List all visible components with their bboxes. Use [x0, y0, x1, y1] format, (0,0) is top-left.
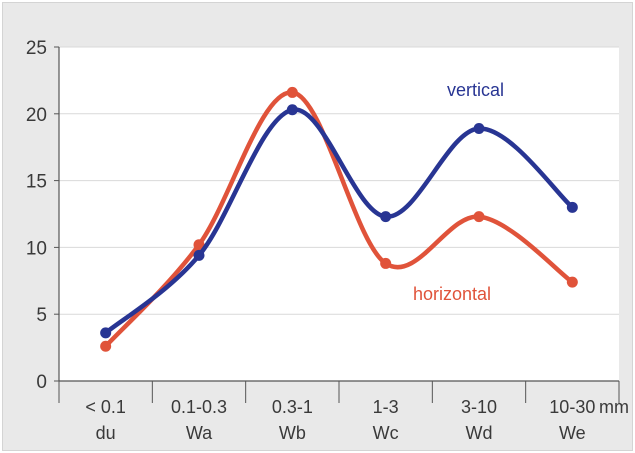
x-tick-label-top-4: 3-10	[461, 397, 497, 417]
x-axis-unit-label: mm	[599, 397, 629, 417]
x-tick-label-bottom-1: Wa	[186, 423, 213, 443]
gridlines	[59, 46, 619, 315]
y-tick-label-15: 15	[26, 172, 47, 193]
series-label-horizontal: horizontal	[413, 284, 491, 304]
x-tick-label-bottom-5: We	[559, 423, 586, 443]
y-tick-label-25: 25	[26, 38, 47, 59]
point-vertical-1	[193, 249, 205, 261]
y-tick-label-5: 5	[36, 305, 47, 326]
point-vertical-2	[286, 104, 298, 116]
x-tick-label-bottom-4: Wd	[466, 423, 493, 443]
x-tick-label-bottom-3: Wc	[373, 423, 399, 443]
x-tick-label-top-1: 0.1-0.3	[171, 397, 227, 417]
x-tick-label-bottom-0: du	[96, 423, 116, 443]
series-label-vertical: vertical	[447, 80, 504, 100]
point-vertical-0	[100, 327, 112, 339]
point-vertical-5	[566, 201, 578, 213]
series-group	[100, 86, 578, 352]
y-tick-label-0: 0	[36, 372, 47, 393]
point-vertical-4	[473, 122, 485, 134]
point-horizontal-1	[193, 239, 205, 251]
x-tick-label-top-5: 10-30	[549, 397, 595, 417]
point-horizontal-5	[566, 276, 578, 288]
point-horizontal-0	[100, 340, 112, 352]
x-axis-ticks: < 0.1 du 0.1-0.3 Wa 0.3-1 Wb 1-3 Wc 3-10 Wd 10-30 W…	[58, 381, 620, 443]
x-tick-label-bottom-2: Wb	[279, 423, 306, 443]
point-vertical-3	[380, 211, 392, 223]
x-tick-label-top-0: < 0.1	[85, 397, 126, 417]
line-chart: 0 5 10 15 20 25 < 0.1 du 0.1-0.3 Wa 0.3-1 Wb 1-3 Wc 3…	[26, 38, 629, 443]
plot-area	[59, 47, 619, 381]
x-tick-label-top-2: 0.3-1	[272, 397, 313, 417]
x-tick-label-top-3: 1-3	[373, 397, 399, 417]
point-horizontal-2	[286, 86, 298, 98]
point-horizontal-3	[380, 257, 392, 269]
y-tick-label-10: 10	[26, 238, 47, 259]
y-axis-ticks: 0 5 10 15 20 25	[26, 38, 59, 393]
y-tick-label-20: 20	[26, 105, 47, 126]
point-horizontal-4	[473, 211, 485, 223]
